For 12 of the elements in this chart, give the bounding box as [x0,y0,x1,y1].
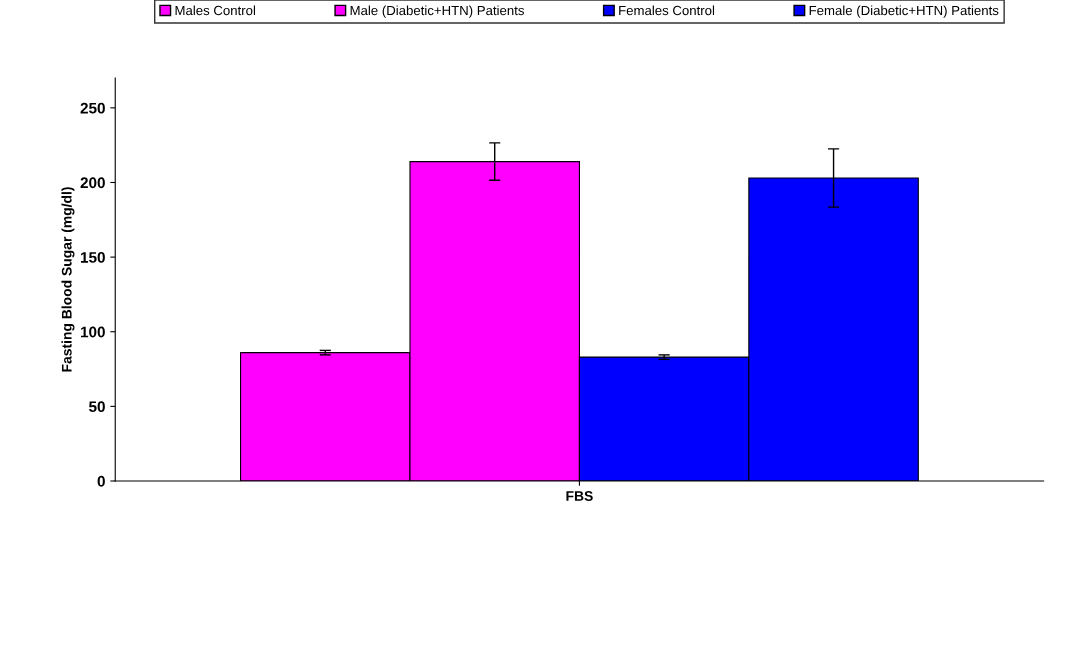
legend-label: Females Control [619,5,715,16]
y-tick-label: 150 [80,251,105,263]
y-tick-label: 50 [89,401,105,413]
y-tick-label: 200 [80,177,105,189]
y-tick-label: 100 [80,326,105,338]
legend-label: Males Control [175,5,256,16]
y-tick-label: 250 [80,102,105,114]
legend-label: Female (Diabetic+HTN) Patients [809,5,999,18]
legend-label: Male (Diabetic+HTN) Patients [350,5,524,18]
y-axis-title: Fasting Blood Sugar (mg/dl) [61,187,75,372]
y-tick-label: 0 [97,475,105,487]
x-tick-label: FBS [566,491,593,501]
